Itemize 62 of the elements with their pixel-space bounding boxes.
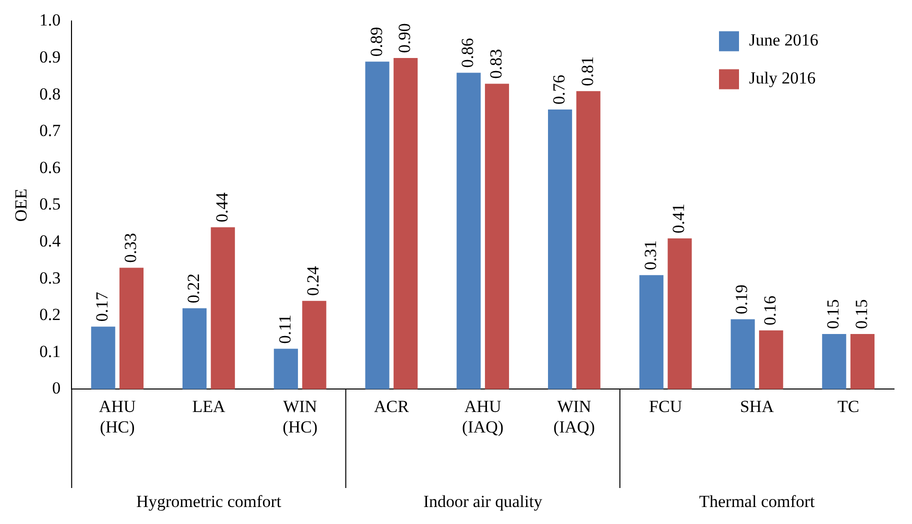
x-tick-label: AHU (IAQ) bbox=[462, 396, 504, 436]
data-label: 0.76 bbox=[550, 74, 569, 105]
y-axis-title: OEE bbox=[12, 188, 31, 222]
text: Indoor air quality bbox=[423, 492, 543, 511]
data-label: 0.89 bbox=[366, 26, 386, 57]
bar bbox=[394, 58, 418, 390]
data-label: 0.41 bbox=[669, 204, 688, 234]
bar bbox=[759, 330, 784, 390]
data-label: 0.17 bbox=[92, 291, 112, 322]
x-tick-label: ACR bbox=[374, 396, 410, 416]
x-tick-label: TC bbox=[837, 396, 860, 416]
data-label: 0.86 bbox=[458, 38, 478, 68]
x-tick-label: LEA bbox=[192, 396, 226, 416]
bar bbox=[456, 72, 481, 390]
bar bbox=[91, 326, 116, 390]
text: Thermal comfort bbox=[699, 492, 816, 511]
data-label: 0.31 bbox=[640, 240, 660, 270]
y-tick-label: 0 bbox=[52, 378, 61, 398]
y-tick-label: 1.0 bbox=[39, 10, 61, 30]
bar bbox=[210, 227, 235, 390]
y-tick-label: 0.3 bbox=[39, 268, 61, 288]
y-tick-label: 0.6 bbox=[39, 158, 61, 177]
bar bbox=[119, 268, 144, 390]
bar bbox=[365, 62, 390, 390]
y-tick-label: 0.4 bbox=[39, 231, 62, 250]
y-tick-label: 0.8 bbox=[39, 84, 61, 104]
data-label: 0.83 bbox=[486, 49, 506, 79]
bar bbox=[668, 238, 692, 390]
bar bbox=[822, 334, 846, 390]
text: Hygrometric comfort bbox=[136, 492, 282, 511]
data-label: 0.81 bbox=[578, 56, 597, 86]
bar bbox=[302, 300, 326, 390]
x-tick-label: WIN (IAQ) bbox=[553, 396, 595, 436]
bar bbox=[274, 348, 298, 390]
bar bbox=[730, 319, 755, 390]
y-tick-label: 0.9 bbox=[39, 47, 61, 66]
data-label: 0.11 bbox=[275, 314, 294, 344]
legend-label: July 2016 bbox=[749, 68, 816, 88]
legend-label: June 2016 bbox=[749, 30, 818, 50]
x-tick-label: SHA bbox=[740, 396, 775, 416]
data-label: 0.15 bbox=[824, 299, 843, 329]
y-tick-label: 0.7 bbox=[39, 121, 62, 140]
data-label: 0.19 bbox=[732, 284, 752, 314]
data-label: 0.90 bbox=[395, 23, 414, 53]
bar bbox=[639, 275, 664, 390]
bar bbox=[548, 110, 572, 390]
bar bbox=[484, 84, 510, 390]
y-tick-label: 0.1 bbox=[39, 342, 61, 361]
x-tick-label: AHU (HC) bbox=[98, 396, 136, 436]
data-label: 0.22 bbox=[184, 273, 204, 304]
y-tick-label: 0.5 bbox=[39, 194, 61, 214]
bar bbox=[182, 308, 207, 390]
y-tick-label: 0.2 bbox=[39, 305, 61, 324]
x-tick-label: FCU bbox=[649, 396, 682, 416]
data-label: 0.33 bbox=[120, 233, 140, 263]
data-label: 0.16 bbox=[760, 296, 780, 326]
bar bbox=[576, 91, 600, 390]
data-label: 0.15 bbox=[852, 299, 871, 329]
data-label: 0.44 bbox=[212, 192, 232, 222]
bar bbox=[850, 334, 875, 390]
data-label: 0.24 bbox=[304, 266, 323, 296]
x-tick-label: WIN (HC) bbox=[282, 396, 318, 436]
